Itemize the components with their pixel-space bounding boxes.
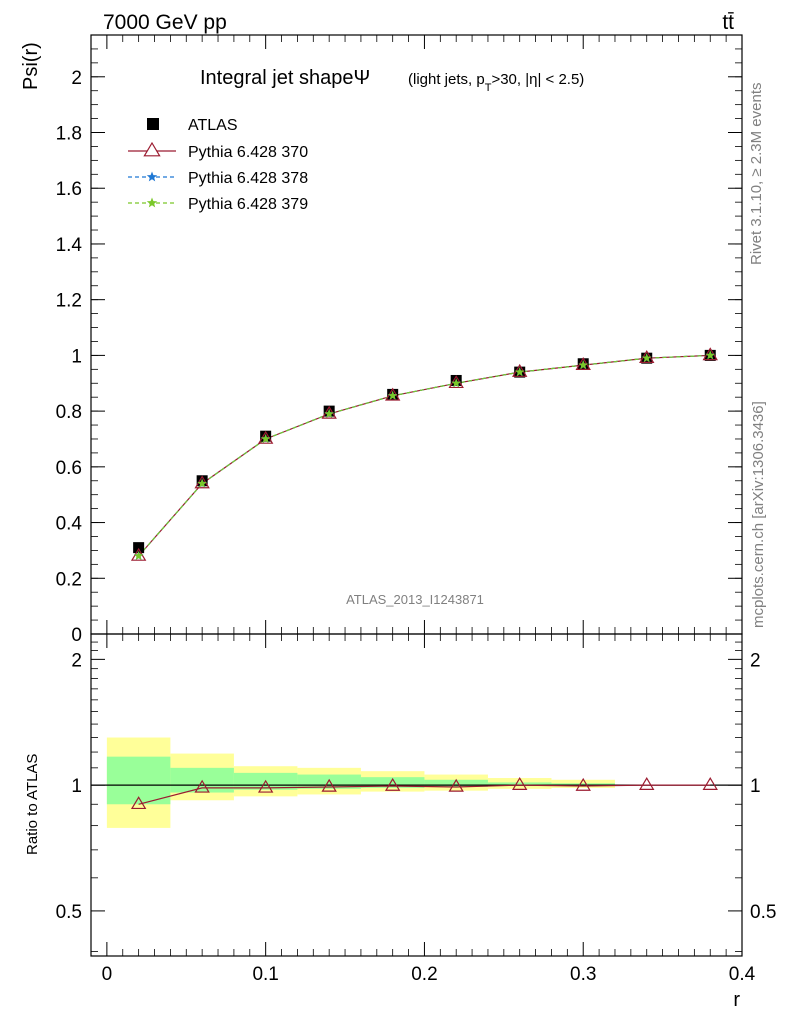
y-tick-label: 1 bbox=[71, 346, 82, 367]
legend-label: Pythia 6.428 370 bbox=[188, 144, 308, 161]
ratio-y-tick-label-right: 1 bbox=[750, 776, 761, 797]
data-point-star bbox=[387, 390, 398, 400]
energy-label: 7000 GeV pp bbox=[103, 11, 227, 34]
ratio-y-tick-label: 2 bbox=[71, 650, 82, 671]
ratio-data-point-triangle bbox=[639, 776, 655, 790]
legend-label: Pythia 6.428 378 bbox=[188, 170, 308, 187]
ratio-data-point-triangle bbox=[384, 777, 401, 791]
chart-subtitle: (light jets, pT>30, |η| < 2.5) bbox=[408, 71, 584, 94]
data-point-star bbox=[133, 551, 144, 560]
y-tick-label: 0.6 bbox=[56, 458, 82, 479]
ratio-frame bbox=[90, 633, 743, 957]
ratio-series-markers bbox=[130, 776, 718, 810]
x-tick-label: 0.3 bbox=[570, 964, 596, 985]
uncertainty-band-inner bbox=[360, 777, 425, 788]
y-tick-label: 1.4 bbox=[56, 235, 83, 256]
legend-label: Pythia 6.428 379 bbox=[188, 196, 308, 213]
mcplots-label: mcplots.cern.ch [arXiv:1306.3436] bbox=[750, 401, 767, 628]
ratio-data-point-triangle bbox=[130, 796, 147, 810]
legend-entry: Pythia 6.428 370 bbox=[128, 141, 308, 161]
x-tick-label: 0.4 bbox=[729, 964, 756, 985]
legend-entry: Pythia 6.428 379 bbox=[128, 196, 308, 213]
data-point-star bbox=[451, 378, 461, 388]
data-point-star bbox=[260, 434, 271, 443]
x-tick-label: 0.1 bbox=[252, 964, 278, 985]
legend-marker-star bbox=[146, 197, 158, 208]
y-tick-label: 2 bbox=[71, 68, 82, 89]
legend-marker-triangle bbox=[143, 141, 161, 157]
y-tick-label: 0.2 bbox=[56, 569, 82, 590]
data-point-star bbox=[515, 367, 525, 377]
ratio-data-point-triangle bbox=[257, 779, 274, 793]
chart-title: Integral jet shapeΨ bbox=[200, 67, 370, 89]
ratio-data-point-triangle bbox=[448, 778, 464, 792]
y-tick-label: 0 bbox=[71, 625, 82, 646]
data-point-star bbox=[197, 478, 207, 488]
y-tick-label: 0.4 bbox=[56, 514, 83, 535]
rivet-label: Rivet 3.1.10, ≥ 2.3M events bbox=[748, 83, 765, 266]
ratio-data-point-triangle bbox=[321, 778, 337, 792]
data-point-star bbox=[578, 360, 588, 370]
main-y-ticks: 0 0.2 0.4 0.6 0.8 1 1.2 1.4 1.6 1.8 2 bbox=[56, 48, 742, 646]
uncertainty-band-inner bbox=[551, 783, 615, 786]
data-point-star bbox=[642, 353, 652, 363]
legend-marker-square bbox=[147, 118, 159, 130]
y-tick-label: 1.2 bbox=[56, 291, 82, 312]
data-point-star bbox=[705, 350, 715, 360]
ratio-series-lines bbox=[138, 784, 711, 805]
ratio-y-tick-label-right: 0.5 bbox=[750, 902, 776, 923]
series-line bbox=[138, 354, 711, 557]
legend-label: ATLAS bbox=[188, 117, 238, 134]
series-line bbox=[138, 354, 711, 557]
ratio-y-tick-label-right: 2 bbox=[750, 650, 761, 671]
main-panel: Integral jet shapeΨ (light jets, pT>30, … bbox=[20, 34, 743, 646]
uncertainty-band-inner bbox=[487, 782, 552, 787]
ratio-y-ticks: 0.5 0.5 1 1 2 2 bbox=[56, 641, 776, 952]
y-tick-label: 1.8 bbox=[56, 124, 82, 145]
legend-entry: Pythia 6.428 378 bbox=[128, 170, 308, 187]
ratio-bands bbox=[91, 737, 742, 828]
uncertainty-band-inner bbox=[424, 779, 488, 787]
x-ticks: 0 0.1 0.2 0.3 0.4 bbox=[102, 35, 756, 985]
main-series-markers bbox=[130, 347, 718, 561]
legend-marker-star bbox=[146, 171, 158, 182]
x-tick-label: 0 bbox=[102, 964, 113, 985]
ratio-panel: 0.5 0.51 12 2 Ratio to ATLAS 0 0.1 0.2 0.3 0.4 … bbox=[24, 35, 776, 1011]
process-label: tt̄ bbox=[722, 11, 734, 34]
data-point-square bbox=[133, 542, 145, 554]
legend: ATLAS Pythia 6.428 370 Pythia 6.428 378 Pyt… bbox=[128, 117, 308, 213]
data-point-star bbox=[324, 408, 334, 418]
ratio-series-line bbox=[138, 784, 711, 805]
y-axis-label: Psi(r) bbox=[20, 42, 42, 90]
series-line bbox=[138, 354, 711, 557]
y-tick-label: 1.6 bbox=[56, 179, 82, 200]
ratio-y-tick-label: 1 bbox=[71, 776, 82, 797]
ratio-data-point-triangle bbox=[194, 779, 210, 793]
x-axis-label: r bbox=[733, 989, 740, 1011]
legend-entry: ATLAS bbox=[147, 117, 238, 134]
x-tick-label: 0.2 bbox=[411, 964, 437, 985]
ratio-data-point-triangle bbox=[702, 776, 718, 790]
y-tick-label: 0.8 bbox=[56, 402, 82, 423]
ratio-data-point-triangle bbox=[575, 777, 591, 791]
ratio-y-axis-label: Ratio to ATLAS bbox=[24, 754, 41, 855]
ratio-data-point-triangle bbox=[512, 776, 528, 790]
analysis-watermark: ATLAS_2013_I1243871 bbox=[346, 592, 484, 607]
ratio-y-tick-label: 0.5 bbox=[56, 902, 82, 923]
main-series-lines bbox=[138, 354, 711, 557]
